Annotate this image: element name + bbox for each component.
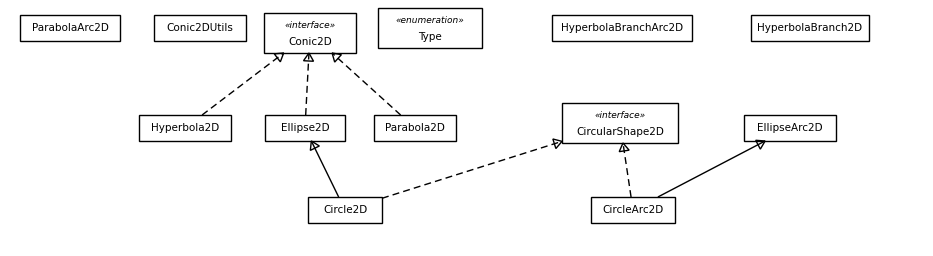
Text: HyperbolaBranchArc2D: HyperbolaBranchArc2D — [561, 23, 683, 33]
Bar — [552, 15, 692, 41]
Text: Circle2D: Circle2D — [323, 205, 367, 215]
Bar — [751, 15, 869, 41]
Bar — [265, 115, 345, 141]
Bar — [154, 15, 246, 41]
Text: ParabolaArc2D: ParabolaArc2D — [32, 23, 108, 33]
Text: HyperbolaBranch2D: HyperbolaBranch2D — [758, 23, 863, 33]
Bar — [20, 15, 120, 41]
Text: Type: Type — [418, 32, 442, 42]
Bar — [378, 8, 482, 48]
Text: Conic2DUtils: Conic2DUtils — [167, 23, 233, 33]
Bar — [374, 115, 456, 141]
Bar — [308, 197, 382, 223]
Text: CircularShape2D: CircularShape2D — [576, 127, 664, 137]
Text: Hyperbola2D: Hyperbola2D — [151, 123, 219, 133]
Bar — [744, 115, 836, 141]
Text: EllipseArc2D: EllipseArc2D — [758, 123, 823, 133]
Text: «enumeration»: «enumeration» — [396, 16, 465, 25]
Bar — [591, 197, 675, 223]
Text: CircleArc2D: CircleArc2D — [603, 205, 663, 215]
Text: Ellipse2D: Ellipse2D — [281, 123, 329, 133]
Text: Conic2D: Conic2D — [288, 37, 332, 47]
Text: «interface»: «interface» — [285, 21, 336, 30]
Bar — [562, 103, 678, 143]
Text: «interface»: «interface» — [594, 111, 646, 120]
Bar — [139, 115, 231, 141]
Bar — [264, 13, 356, 53]
Text: Parabola2D: Parabola2D — [385, 123, 445, 133]
